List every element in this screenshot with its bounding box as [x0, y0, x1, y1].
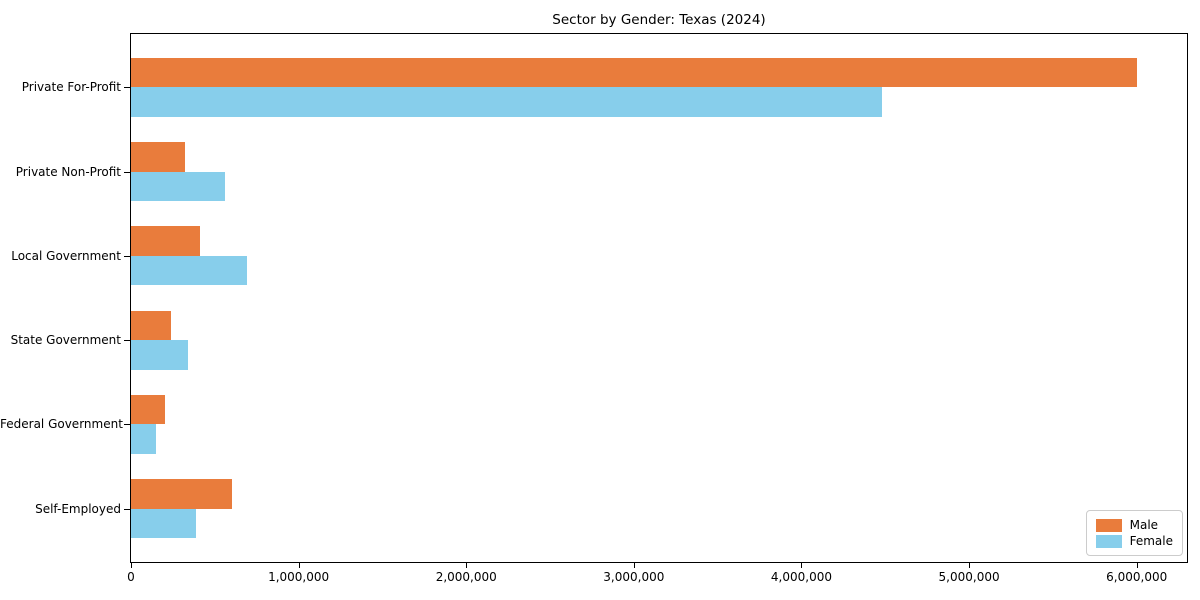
y-tick-mark [124, 87, 130, 89]
x-tick-mark [466, 563, 468, 568]
x-tick-mark [969, 563, 971, 568]
legend-entry-female: Female [1095, 534, 1173, 548]
legend-swatch-female-icon [1095, 534, 1122, 548]
legend-label-female: Female [1129, 534, 1173, 548]
bar-male-local-government [131, 226, 200, 256]
legend-label-male: Male [1129, 518, 1159, 532]
bar-female-local-government [131, 255, 247, 286]
y-tick-mark [124, 171, 130, 173]
y-tick-mark [124, 340, 130, 342]
legend: Male Female [1085, 510, 1183, 556]
y-tick-label-private-for-profit: Private For-Profit [21, 80, 121, 95]
x-tick-label: 1,000,000 [268, 570, 330, 584]
x-tick-mark [131, 563, 132, 568]
x-tick-label: 2,000,000 [435, 570, 497, 584]
plot-area: Male Female [130, 33, 1188, 563]
y-tick-label-self-employed: Self-Employed [35, 501, 121, 516]
y-tick-mark [124, 255, 130, 257]
y-tick-mark [124, 508, 130, 510]
bar-female-self-employed [131, 508, 197, 538]
y-axis-labels: Private For-Profit Private Non-Profit Loca… [0, 34, 123, 562]
x-tick-label: 4,000,000 [770, 570, 832, 584]
y-tick-label-private-non-profit: Private Non-Profit [15, 164, 121, 179]
bar-male-state-government [131, 310, 172, 341]
chart-title: Sector by Gender: Texas (2024) [552, 12, 766, 28]
bar-male-federal-government [131, 394, 165, 425]
x-tick-label: 3,000,000 [603, 570, 665, 584]
legend-swatch-male-icon [1095, 518, 1122, 532]
bar-male-private-for-profit [131, 58, 1137, 88]
bar-female-private-for-profit [131, 87, 882, 117]
legend-entry-male: Male [1095, 518, 1173, 532]
y-tick-label-state-government: State Government [10, 333, 121, 348]
y-tick-label-federal-government: Federal Government [0, 417, 123, 432]
x-tick-mark [1136, 563, 1138, 568]
x-tick-label: 0 [127, 570, 135, 584]
x-tick-mark [801, 563, 803, 568]
bar-male-private-non-profit [131, 142, 185, 172]
x-tick-label: 5,000,000 [938, 570, 1000, 584]
y-tick-mark [124, 424, 130, 426]
x-tick-label: 6,000,000 [1106, 570, 1168, 584]
bar-female-federal-government [131, 424, 157, 454]
y-tick-label-local-government: Local Government [11, 248, 121, 263]
bar-female-private-non-profit [131, 171, 225, 202]
x-tick-mark [633, 563, 635, 568]
bar-male-self-employed [131, 479, 232, 509]
x-tick-mark [298, 563, 300, 568]
bar-female-state-government [131, 340, 188, 370]
